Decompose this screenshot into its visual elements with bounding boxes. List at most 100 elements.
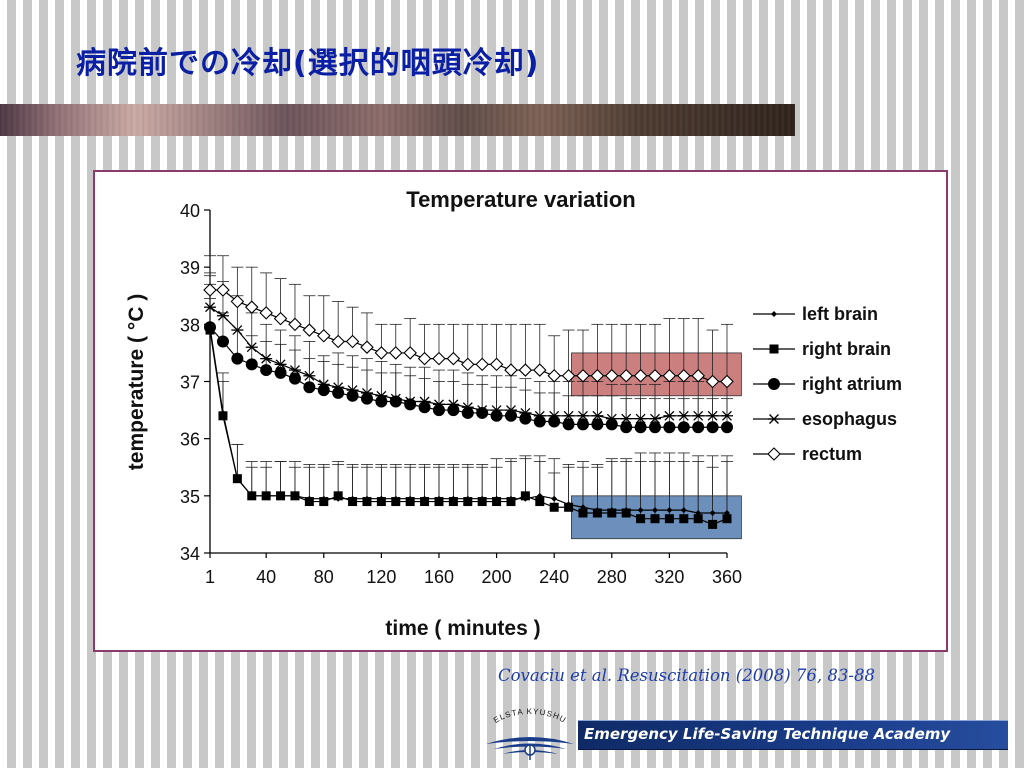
point-4-15 [417, 351, 432, 366]
point-1-22 [520, 491, 530, 501]
point-4-5 [273, 311, 288, 326]
point-4-26 [576, 369, 590, 383]
point-1-17 [448, 497, 458, 507]
point-3-24 [548, 410, 561, 421]
point-1-32 [664, 514, 674, 524]
point-3-34 [692, 410, 705, 421]
academy-banner: Emergency Life-Saving Technique Academy [578, 720, 1008, 750]
point-3-29 [620, 413, 633, 424]
point-0-30 [637, 507, 644, 514]
point-4-2 [230, 294, 245, 309]
point-2-8 [317, 384, 330, 397]
point-2-16 [432, 404, 445, 417]
point-4-31 [648, 369, 662, 383]
citation: Covaciu et al. Resuscitation (2008) 76, … [498, 666, 875, 685]
y-axis-label: temperature ( °C ) [125, 294, 148, 470]
point-1-5 [276, 491, 286, 501]
point-4-6 [288, 317, 302, 332]
point-2-12 [375, 395, 388, 408]
point-2-4 [260, 364, 273, 377]
point-4-33 [677, 369, 691, 383]
y-tick-label-36: 36 [180, 430, 200, 450]
point-3-28 [605, 413, 618, 424]
point-2-24 [548, 415, 561, 428]
point-4-7 [302, 323, 317, 337]
y-tick-label-39: 39 [180, 258, 200, 278]
point-4-4 [259, 306, 273, 320]
point-3-12 [375, 390, 388, 401]
series-right-brain [205, 325, 732, 529]
point-1-33 [679, 514, 689, 524]
x-tick-label-360: 360 [712, 567, 742, 587]
point-3-6 [288, 365, 301, 376]
point-1-4 [261, 491, 271, 501]
point-0-35 [709, 509, 716, 516]
point-4-11 [360, 340, 374, 354]
x-tick-label-40: 40 [256, 567, 276, 587]
point-2-26 [576, 418, 589, 431]
point-0-33 [680, 507, 687, 514]
point-2-7 [303, 381, 316, 394]
point-2-22 [519, 412, 532, 425]
point-2-29 [620, 421, 633, 434]
point-3-25 [562, 410, 575, 421]
point-4-13 [388, 346, 403, 360]
point-1-9 [333, 491, 343, 501]
point-2-27 [591, 418, 604, 431]
point-3-3 [245, 342, 258, 353]
point-2-17 [447, 404, 460, 417]
point-1-2 [232, 474, 242, 484]
point-4-3 [244, 300, 259, 314]
x-tick-label-1: 1 [205, 567, 215, 587]
point-3-5 [274, 359, 287, 370]
point-3-32 [663, 410, 676, 421]
point-2-33 [677, 421, 690, 434]
point-4-8 [316, 328, 331, 343]
point-1-8 [319, 497, 329, 507]
point-4-1 [216, 283, 230, 297]
point-3-35 [706, 410, 719, 421]
point-3-30 [634, 413, 647, 424]
point-4-24 [547, 369, 561, 383]
point-1-15 [420, 497, 430, 507]
point-1-23 [535, 497, 545, 507]
point-4-20 [489, 357, 504, 372]
point-3-9 [332, 382, 345, 393]
y-tick-label-37: 37 [180, 373, 200, 393]
point-2-36 [721, 421, 733, 434]
point-2-1 [216, 335, 229, 348]
legend-marker-2 [768, 378, 780, 390]
academy-label: Emergency Life-Saving Technique Academy [584, 725, 951, 743]
point-1-36 [722, 514, 732, 524]
x-tick-label-80: 80 [314, 567, 334, 587]
point-4-28 [605, 369, 619, 383]
title-band-decoration [0, 104, 795, 136]
point-3-31 [648, 413, 661, 424]
point-1-28 [607, 508, 617, 518]
point-3-18 [461, 402, 474, 413]
point-1-20 [492, 497, 502, 507]
point-4-9 [331, 334, 345, 349]
point-4-25 [561, 369, 576, 383]
point-4-0 [203, 283, 217, 297]
point-3-20 [490, 405, 503, 416]
legend-label-0: left brain [802, 304, 878, 324]
point-4-14 [403, 346, 417, 360]
series-lines [203, 283, 734, 529]
point-1-34 [693, 514, 703, 524]
point-4-18 [461, 357, 475, 372]
point-3-27 [591, 410, 604, 421]
point-4-22 [518, 363, 533, 377]
point-3-26 [576, 410, 589, 421]
point-4-32 [662, 369, 677, 383]
point-2-18 [461, 406, 474, 419]
point-3-0 [204, 302, 216, 313]
point-1-7 [304, 497, 314, 507]
point-0-31 [651, 507, 658, 514]
legend-label-3: esophagus [802, 409, 897, 429]
point-4-12 [374, 346, 389, 360]
point-2-30 [634, 421, 647, 434]
point-2-5 [274, 366, 287, 379]
point-4-30 [633, 369, 648, 383]
point-3-1 [216, 310, 229, 321]
